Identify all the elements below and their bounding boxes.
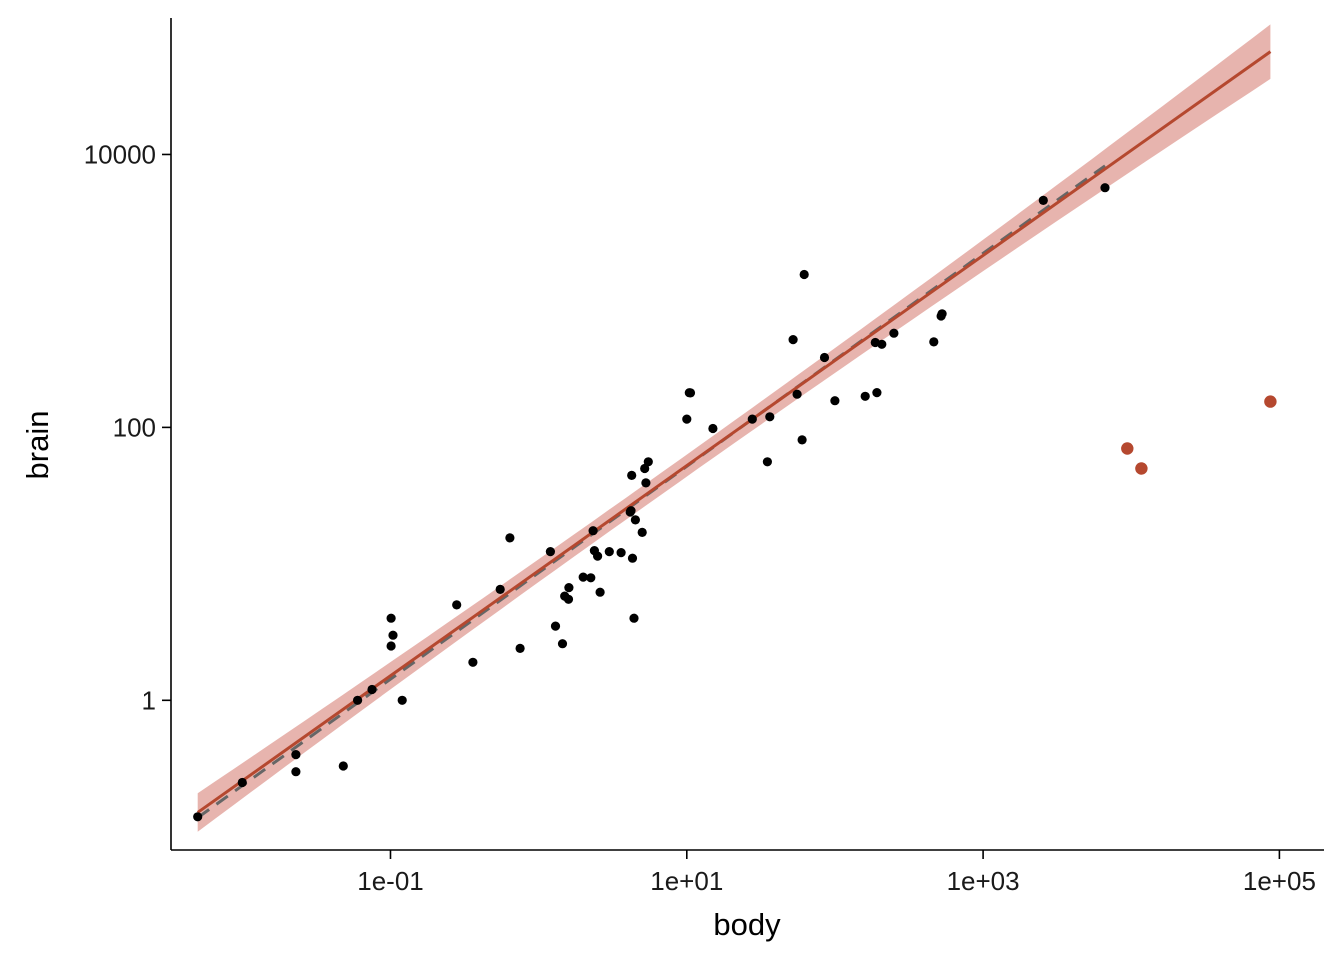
data-point: [872, 388, 882, 398]
outlier-point: [1264, 395, 1277, 408]
data-point: [627, 553, 638, 563]
tick-layer: 1e-01 1e+01 1e+03 1e+05 1 100 10000: [84, 139, 1316, 896]
fit-line: [196, 50, 1272, 814]
data-point: [929, 337, 939, 347]
x-axis-title: body: [713, 907, 781, 942]
axes: [170, 18, 1324, 851]
y-tick-label: 1: [142, 685, 156, 715]
data-point: [386, 641, 396, 651]
data-point: [338, 761, 348, 771]
outlier-point: [1121, 442, 1134, 455]
data-point: [468, 657, 478, 667]
x-tick-label: 1e+05: [1243, 866, 1316, 896]
data-point: [388, 630, 398, 640]
y-tick-label: 100: [113, 412, 156, 442]
data-point: [830, 396, 840, 406]
data-point: [593, 551, 603, 561]
y-axis-title: brain: [20, 411, 55, 480]
data-point: [595, 587, 605, 597]
data-point: [819, 352, 830, 363]
data-point: [545, 547, 556, 557]
data-point: [765, 412, 775, 422]
x-tick-label: 1e-01: [357, 866, 424, 896]
data-point: [630, 515, 641, 525]
data-point: [604, 547, 614, 557]
data-point: [578, 572, 588, 582]
data-point: [564, 583, 574, 593]
data-point: [792, 389, 802, 399]
fit-line-layer: [196, 50, 1272, 819]
confidence-band: [197, 24, 1271, 832]
data-point: [397, 695, 407, 705]
data-point: [937, 309, 947, 319]
data-point: [588, 526, 598, 536]
data-point: [193, 812, 203, 822]
data-point: [1100, 183, 1110, 193]
data-point: [762, 457, 773, 467]
data-point: [877, 339, 887, 349]
data-point: [550, 621, 561, 631]
data-point: [626, 506, 636, 516]
data-point: [708, 423, 718, 434]
data-point: [386, 613, 396, 623]
data-point: [685, 388, 696, 398]
data-point: [505, 533, 515, 543]
data-point: [452, 600, 462, 610]
data-point: [495, 584, 505, 595]
data-point: [629, 613, 639, 623]
data-point: [797, 435, 807, 445]
data-point: [367, 684, 377, 695]
data-points-layer: [193, 183, 1277, 822]
data-point: [641, 478, 651, 488]
data-point: [291, 767, 301, 777]
data-point: [799, 269, 809, 280]
data-point: [586, 573, 596, 583]
data-point: [860, 391, 870, 401]
data-point: [643, 457, 653, 467]
x-tick-label: 1e+01: [650, 866, 723, 896]
data-point: [557, 639, 568, 649]
confidence-band-layer: [197, 24, 1271, 832]
data-point: [616, 548, 626, 558]
x-tick-label: 1e+03: [947, 866, 1020, 896]
data-point: [627, 470, 637, 480]
y-tick-label: 10000: [84, 139, 156, 169]
data-point: [563, 594, 574, 604]
data-point: [353, 695, 363, 705]
outlier-point: [1135, 462, 1148, 475]
data-point: [889, 328, 899, 338]
data-point: [1038, 195, 1048, 205]
data-point: [515, 643, 525, 654]
data-point: [747, 414, 757, 424]
data-point: [291, 750, 301, 760]
data-point: [788, 335, 798, 345]
data-point: [637, 527, 647, 538]
data-point: [237, 777, 247, 788]
data-point: [682, 414, 692, 424]
